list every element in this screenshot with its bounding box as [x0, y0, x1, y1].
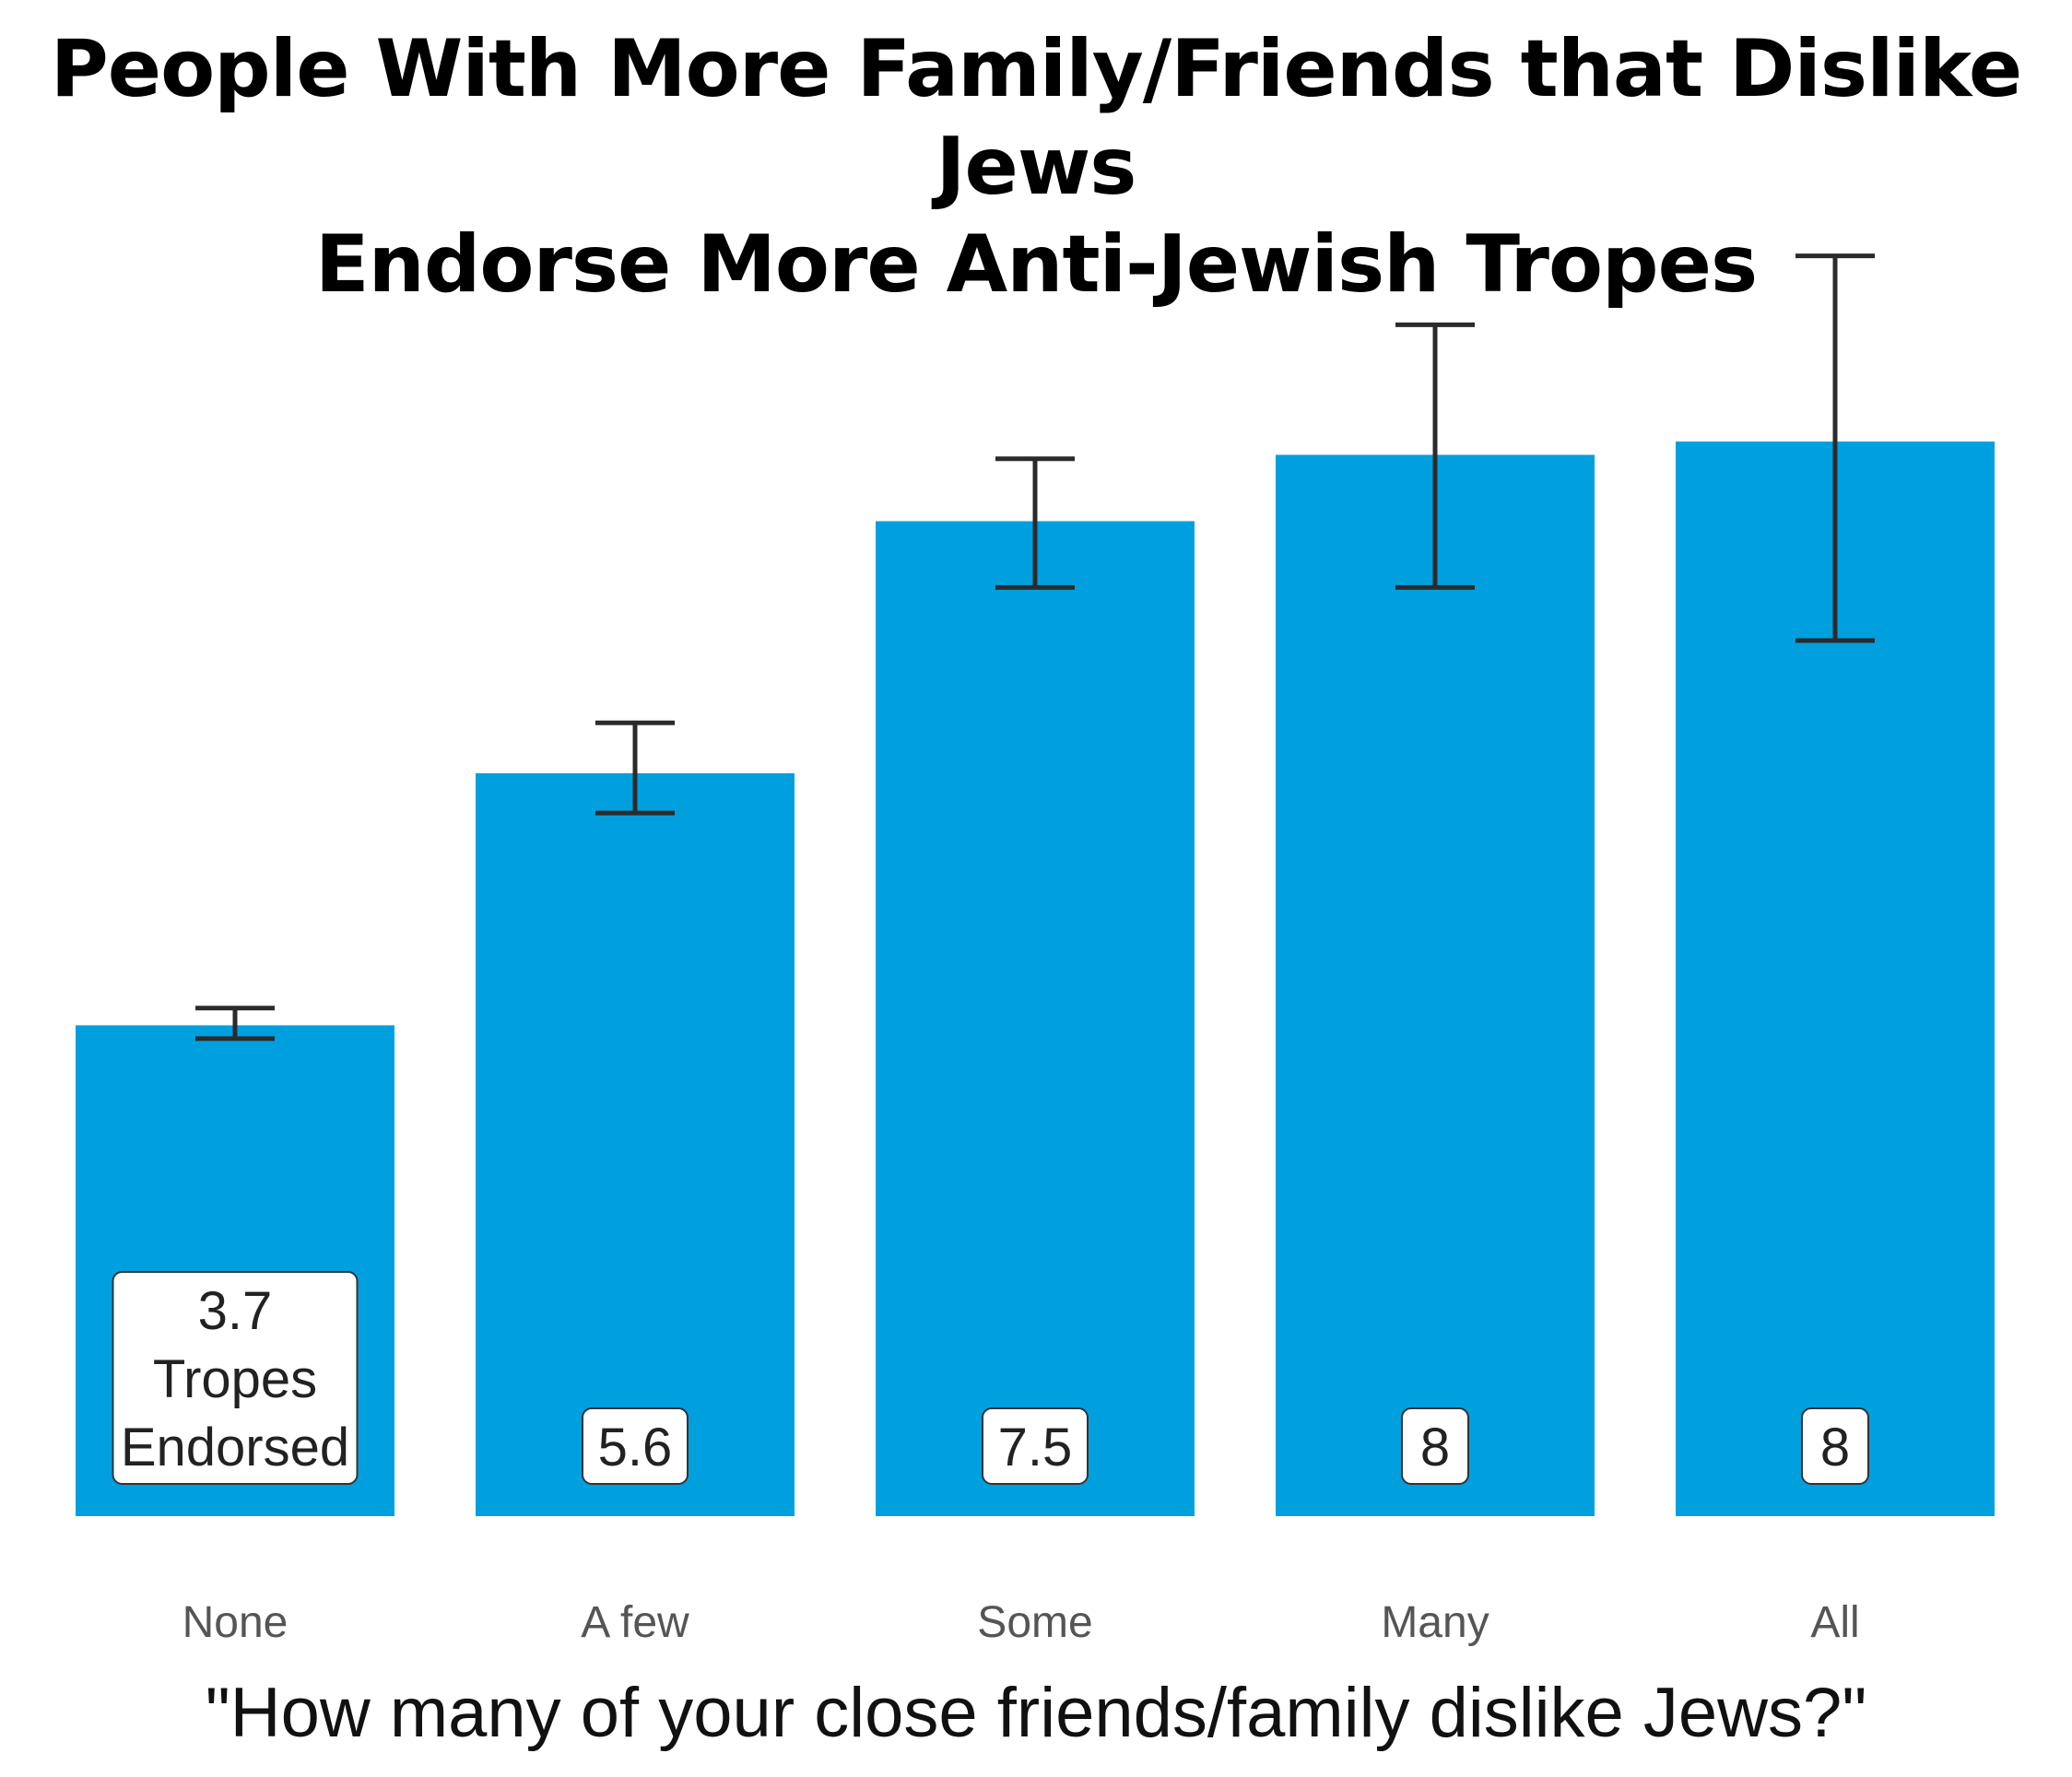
x-tick-label: Many [1381, 1598, 1489, 1647]
bar-many [1276, 454, 1595, 1516]
x-tick-label: Some [977, 1598, 1092, 1647]
data-label-box [582, 1407, 689, 1485]
x-tick-label: A few [581, 1598, 689, 1647]
x-tick-label: All [1810, 1598, 1859, 1647]
x-axis-label: "How many of your close friends/family d… [205, 1674, 1867, 1752]
error-bar-some [995, 456, 1075, 590]
error-bar-many [1395, 322, 1475, 590]
data-label: 7.5 [998, 1418, 1073, 1477]
chart-title-line-1: People With More Family/Friends that Dis… [50, 23, 2023, 213]
bar-some [876, 521, 1195, 1516]
x-tick-label: None [182, 1598, 288, 1647]
data-label: 8 [1820, 1418, 1850, 1477]
data-label: 3.7 Tropes Endorsed [121, 1281, 349, 1477]
data-label-box [1401, 1407, 1469, 1485]
chart-title-line-2: Endorse More Anti-Jewish Tropes [314, 218, 1758, 311]
data-label-box [112, 1271, 359, 1485]
bar-a-few [476, 772, 795, 1516]
error-bar-a-few [595, 720, 675, 816]
error-bar-none [195, 1006, 275, 1041]
data-label-box [982, 1407, 1089, 1485]
data-label: 8 [1420, 1418, 1450, 1477]
error-bar-all [1795, 253, 1875, 643]
data-label-box [1801, 1407, 1869, 1485]
data-label: 5.6 [598, 1418, 673, 1477]
chart-title: People With More Family/Friends that Dis… [0, 20, 2072, 313]
